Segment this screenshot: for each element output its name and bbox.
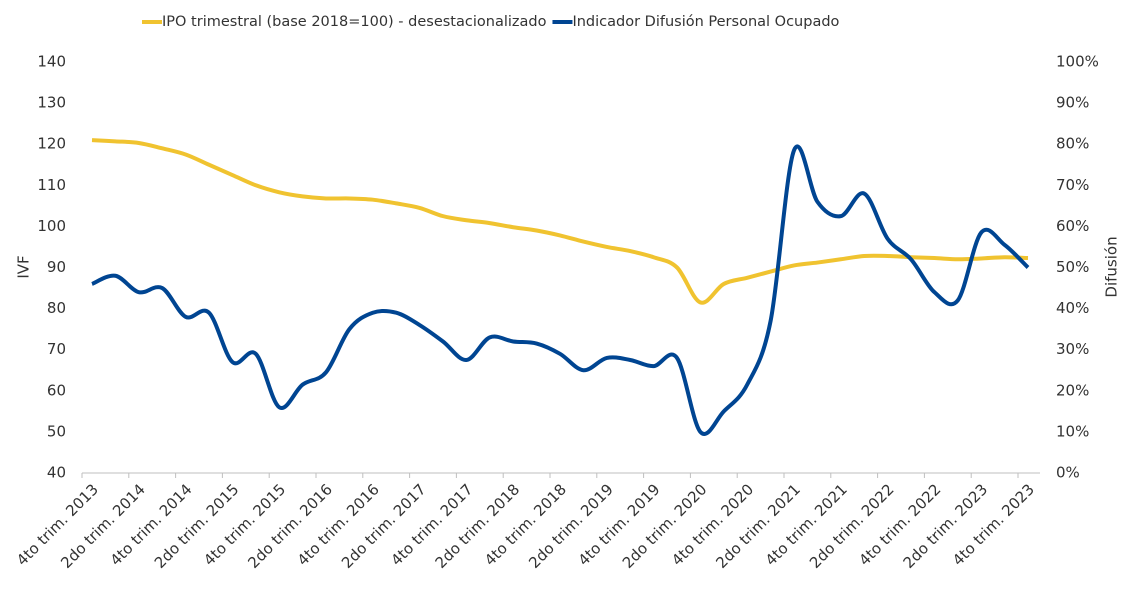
series-line (91, 144, 1030, 436)
x-tick-label: 4to trim. 2021 (762, 480, 851, 569)
x-tick-label: 2do trim. 2016 (244, 480, 336, 572)
y2-tick-label: 60% (1056, 217, 1089, 235)
x-tick-label: 2do trim. 2019 (525, 480, 617, 572)
x-tick-label: 4to trim. 2018 (481, 480, 570, 569)
y-axis-title: IVF (15, 255, 33, 278)
y-tick-label: 70 (47, 340, 66, 358)
x-tick-label: 2do trim. 2020 (619, 480, 711, 572)
y-tick-label: 140 (37, 53, 66, 71)
x-tick-label: 2do trim. 2021 (712, 480, 804, 572)
y2-tick-label: 0% (1056, 464, 1080, 482)
x-tick-label: 4to trim. 2020 (668, 480, 757, 569)
y2-tick-label: 40% (1056, 299, 1089, 317)
series-line (91, 138, 1029, 305)
y-tick-label: 90 (47, 258, 66, 276)
y-tick-label: 130 (37, 94, 66, 112)
y2-tick-label: 50% (1056, 258, 1089, 276)
y2-tick-label: 80% (1056, 135, 1089, 153)
x-tick-label: 4to trim. 2015 (200, 480, 289, 569)
x-tick-label: 2do trim. 2022 (806, 480, 898, 572)
x-tick-label: 4to trim. 2017 (387, 480, 476, 569)
x-tick-label: 4to trim. 2016 (294, 480, 383, 569)
y-tick-label: 50 (47, 422, 66, 440)
x-tick-label: 2do trim. 2018 (432, 480, 524, 572)
y2-tick-label: 30% (1056, 340, 1089, 358)
y-tick-label: 40 (47, 464, 66, 482)
x-tick-label: 4to trim. 2022 (855, 480, 944, 569)
y-tick-label: 110 (37, 176, 66, 194)
x-tick-label: 4to trim. 2013 (13, 480, 102, 569)
x-tick-label: 2do trim. 2017 (338, 480, 430, 572)
x-tick-label: 2do trim. 2023 (900, 480, 992, 572)
y2-tick-label: 20% (1056, 381, 1089, 399)
x-tick-label: 4to trim. 2014 (107, 480, 196, 569)
x-tick-label: 2do trim. 2014 (57, 480, 149, 572)
legend-label: Indicador Difusión Personal Ocupado (572, 14, 839, 30)
x-tick-label: 4to trim. 2019 (575, 480, 664, 569)
y2-tick-label: 70% (1056, 176, 1089, 194)
y2-axis-title: Difusión (1103, 236, 1121, 297)
y2-tick-label: 10% (1056, 422, 1089, 440)
y2-tick-label: 90% (1056, 94, 1089, 112)
legend-label: IPO trimestral (base 2018=100) - desesta… (162, 14, 547, 30)
y-tick-label: 80 (47, 299, 66, 317)
x-tick-label: 2do trim. 2015 (151, 480, 243, 572)
y-tick-label: 120 (37, 135, 66, 153)
y-tick-label: 60 (47, 381, 66, 399)
y2-tick-label: 100% (1056, 53, 1099, 71)
y-tick-label: 100 (37, 217, 66, 235)
x-tick-label: 4to trim. 2023 (949, 480, 1038, 569)
